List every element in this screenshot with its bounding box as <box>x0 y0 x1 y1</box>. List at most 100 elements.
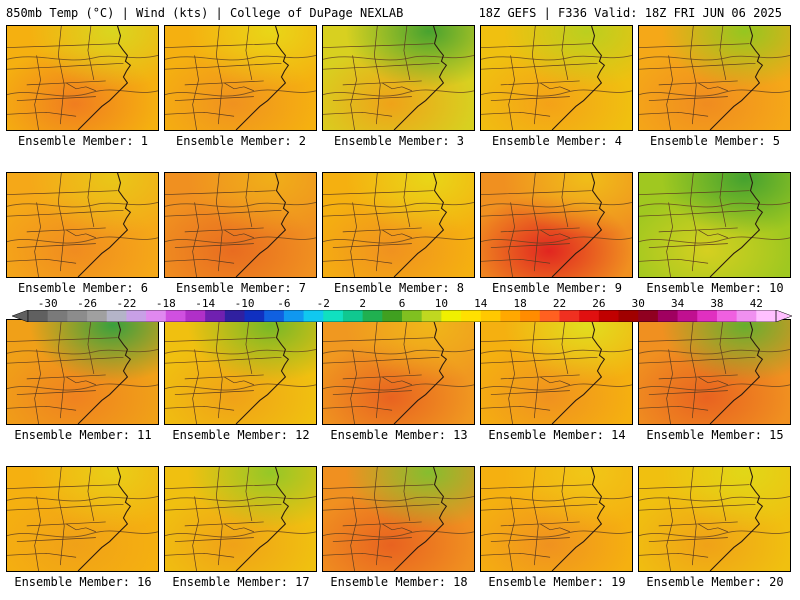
cool-anomaly-shading <box>639 467 790 571</box>
isotherm-contour <box>481 236 632 244</box>
colorbar-swatch <box>421 310 442 322</box>
colorbar-swatch <box>323 310 344 322</box>
state-border <box>508 349 515 424</box>
temperature-field-map <box>323 26 474 130</box>
state-border <box>689 467 697 566</box>
state-border <box>323 258 393 264</box>
state-border <box>373 467 381 566</box>
state-border <box>350 202 357 277</box>
ensemble-map-panel <box>322 25 475 131</box>
state-border <box>7 503 124 511</box>
state-border <box>174 243 254 248</box>
cool-anomaly-shading <box>165 173 316 277</box>
colorbar-tick-label: -14 <box>195 297 216 310</box>
coastline <box>235 173 290 277</box>
state-border <box>508 496 515 571</box>
state-border <box>481 484 592 489</box>
cool-anomaly-shading <box>7 320 158 424</box>
ensemble-map-panel <box>164 172 317 278</box>
colorbar-tick-label: 10 <box>434 297 448 310</box>
state-border <box>373 26 381 125</box>
colorbar-tick-label: 30 <box>631 297 645 310</box>
state-border <box>224 229 254 239</box>
state-border <box>323 405 393 411</box>
state-border <box>719 173 727 228</box>
temperature-field-map <box>323 320 474 424</box>
temperature-field-map <box>639 467 790 571</box>
temperature-field-map <box>639 173 790 277</box>
state-border <box>192 349 199 424</box>
state-border <box>323 484 434 489</box>
state-border <box>165 111 235 117</box>
ensemble-member-label: Ensemble Member: 4 <box>491 134 623 148</box>
ensemble-map-panel <box>164 466 317 572</box>
state-border <box>490 390 570 395</box>
coastline <box>393 173 448 277</box>
colorbar-swatch <box>598 310 620 322</box>
isotherm-contour <box>639 530 790 538</box>
ensemble-map-panel <box>480 172 633 278</box>
colorbar-swatch <box>362 310 383 322</box>
colorbar-swatch <box>146 310 167 322</box>
state-border <box>7 337 118 342</box>
temperature-field-map <box>165 320 316 424</box>
isotherm-contour <box>481 530 632 538</box>
temperature-field-map <box>165 26 316 130</box>
ensemble-member-label: Ensemble Member: 3 <box>333 134 465 148</box>
state-border <box>531 26 539 125</box>
state-border <box>7 111 77 117</box>
state-border <box>481 258 551 264</box>
state-border <box>350 55 357 130</box>
state-border <box>26 80 106 86</box>
state-border <box>215 26 223 125</box>
temperature-field-map <box>7 467 158 571</box>
ensemble-map-panel <box>6 466 159 572</box>
state-border <box>666 496 673 571</box>
state-border <box>689 173 697 272</box>
state-border <box>639 356 756 364</box>
state-border <box>165 190 276 195</box>
state-border <box>165 43 276 48</box>
state-border <box>481 337 592 342</box>
isotherm-contour <box>481 383 632 391</box>
colorbar-swatch <box>402 310 423 322</box>
state-border <box>561 26 569 81</box>
isotherm-contour <box>323 89 474 97</box>
state-border <box>57 26 65 125</box>
coastline <box>235 467 290 571</box>
coastline <box>709 467 764 571</box>
temperature-field-map <box>639 26 790 130</box>
isotherm-contour <box>7 530 158 538</box>
ensemble-member-label: Ensemble Member: 16 <box>14 575 152 589</box>
isotherm-contour <box>323 349 474 355</box>
temperature-field-map <box>7 26 158 130</box>
coastline <box>393 26 448 130</box>
colorbar-swatch <box>618 310 639 322</box>
state-border <box>7 43 118 48</box>
state-border <box>184 521 264 527</box>
state-border <box>7 190 118 195</box>
ensemble-member-label: Ensemble Member: 18 <box>330 575 468 589</box>
state-border <box>184 227 264 233</box>
ensemble-member-label: Ensemble Member: 1 <box>17 134 149 148</box>
ensemble-map-panel <box>6 319 159 425</box>
temperature-field-map <box>7 320 158 424</box>
colorbar-swatch <box>67 310 88 322</box>
isotherm-contour <box>323 236 474 244</box>
state-border <box>350 496 357 571</box>
temperature-field-map <box>481 173 632 277</box>
colorbar-swatch <box>303 310 324 322</box>
ensemble-member-label: Ensemble Member: 2 <box>175 134 307 148</box>
state-border <box>174 390 254 395</box>
state-border <box>403 320 411 375</box>
state-border <box>639 552 709 558</box>
state-border <box>87 173 95 228</box>
state-border <box>639 405 709 411</box>
state-border <box>245 26 253 81</box>
state-border <box>382 523 412 533</box>
state-border <box>332 243 412 248</box>
colorbar-scale <box>12 310 792 322</box>
state-border <box>342 521 422 527</box>
isotherm-contour <box>639 55 790 61</box>
state-border <box>531 173 539 272</box>
